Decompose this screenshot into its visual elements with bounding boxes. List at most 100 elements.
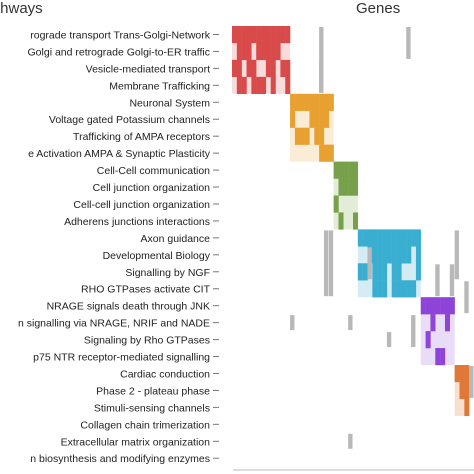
heatmap-cell: [294, 93, 300, 111]
pathway-label: Signalling by NGF: [125, 267, 210, 279]
heatmap-cell: [299, 127, 305, 145]
pathway-label: Extracellular matrix organization: [61, 436, 211, 448]
heatmap-cell: [270, 42, 276, 61]
heatmap-cell: [290, 315, 295, 331]
heatmap-cell: [464, 381, 470, 400]
heatmap-cell: [449, 264, 455, 297]
pathway-label: Cell-cell junction organization: [73, 199, 210, 211]
heatmap-cell: [415, 263, 421, 281]
heatmap-cell: [406, 280, 412, 298]
heatmap-cell: [304, 93, 310, 111]
heatmap-cell: [319, 110, 325, 128]
heatmap-cell: [285, 26, 291, 44]
heatmap-cell: [440, 348, 446, 366]
pathway-label: Stimuli-sensing channels: [94, 402, 210, 414]
heatmap-cell: [377, 263, 383, 281]
heatmap-cell: [353, 161, 359, 179]
heatmap-cell: [241, 76, 247, 94]
heatmap-cell: [314, 93, 320, 111]
heatmap-cell: [430, 297, 436, 315]
heatmap-cell: [333, 161, 339, 179]
heatmap-cell: [382, 229, 388, 247]
pathway-label: Cell junction organization: [93, 182, 210, 194]
heatmap-cell: [270, 76, 276, 94]
heatmap-cell: [294, 127, 300, 145]
heatmap-cell: [377, 246, 383, 264]
heatmap-cells: [232, 26, 474, 449]
heatmap-cell: [454, 365, 460, 383]
heatmap-cell: [246, 26, 252, 44]
heatmap-cell: [435, 264, 440, 297]
pathway-label: n signalling via NRAGE, NRIF and NADE: [18, 318, 210, 330]
row-ticks: [213, 33, 219, 459]
pathway-label: Signaling by Rho GTPases: [84, 335, 210, 347]
pathway-label: Collagen chain trimerization: [80, 419, 210, 431]
heatmap-cell: [309, 110, 315, 128]
heatmap-cell: [386, 332, 392, 348]
pathway-label: Trafficking of AMPA receptors: [73, 131, 210, 143]
heatmap-cell: [261, 26, 267, 44]
heatmap-cell: [236, 42, 242, 61]
heatmap-cell: [377, 229, 383, 247]
heatmap-cell: [241, 26, 247, 44]
heatmap-cell: [372, 263, 378, 281]
heatmap-cell: [285, 59, 291, 78]
heatmap-cell: [232, 59, 238, 78]
heatmap-cell: [386, 229, 392, 247]
heatmap-cell: [401, 246, 407, 264]
heatmap-cell: [420, 297, 426, 315]
heatmap-cell: [323, 230, 329, 297]
heatmap-cell: [265, 59, 271, 78]
heatmap-cell: [372, 229, 378, 247]
heatmap-cell: [299, 93, 305, 111]
heatmap-cell: [290, 110, 296, 128]
heatmap-cell: [353, 178, 359, 196]
heatmap-cell: [454, 230, 459, 280]
pathway-label: Adherens junctions interactions: [64, 216, 210, 228]
heatmap-cell: [338, 178, 344, 196]
heatmap-cell: [396, 263, 402, 281]
heatmap-cell: [343, 161, 349, 179]
pathway-label: RHO GTPases activate CIT: [81, 284, 211, 296]
pathway-label: Vesicle-mediated transport: [86, 63, 210, 75]
heatmap-cell: [386, 246, 392, 264]
heatmap-cell: [401, 229, 407, 247]
heatmap-cell: [309, 93, 315, 111]
heatmap-cell: [348, 161, 354, 179]
heatmap-cell: [362, 263, 368, 281]
heatmap-cell: [232, 26, 238, 44]
heatmap-cell: [319, 60, 324, 93]
pathway-label: Phase 2 - plateau phase: [96, 385, 210, 397]
heatmap-cell: [251, 26, 257, 44]
heatmap-cell: [236, 59, 242, 78]
genes-title: Genes: [356, 0, 400, 17]
heatmap-cell: [304, 127, 310, 145]
heatmap-cell: [251, 59, 257, 78]
heatmap-cell: [280, 59, 286, 78]
heatmap-cell: [382, 246, 388, 264]
pathway-label: Axon guidance: [141, 233, 211, 245]
heatmap-cell: [348, 433, 353, 449]
heatmap-cell: [333, 195, 339, 213]
heatmap-cell: [396, 280, 402, 298]
heatmap-cell: [256, 76, 262, 94]
heatmap-cell: [241, 42, 247, 61]
heatmap-cell: [425, 331, 431, 349]
pathways-title: thways: [0, 0, 43, 17]
heatmap-cell: [382, 280, 388, 298]
heatmap-cell: [323, 144, 329, 162]
pathway-label: e Activation AMPA & Synaptic Plasticity: [28, 148, 211, 160]
heatmap-cell: [251, 76, 257, 94]
heatmap-cell: [236, 76, 242, 94]
heatmap-cell: [469, 366, 474, 398]
heatmap-cell: [348, 178, 354, 196]
heatmap-cell: [362, 229, 368, 247]
heatmap-cell: [338, 212, 344, 230]
heatmap-cell: [372, 246, 378, 264]
heatmap-cell: [357, 263, 363, 281]
heatmap-cell: [256, 42, 262, 61]
heatmap-cell: [319, 27, 324, 93]
heatmap-cell: [459, 365, 465, 383]
heatmap-cell: [270, 26, 276, 44]
